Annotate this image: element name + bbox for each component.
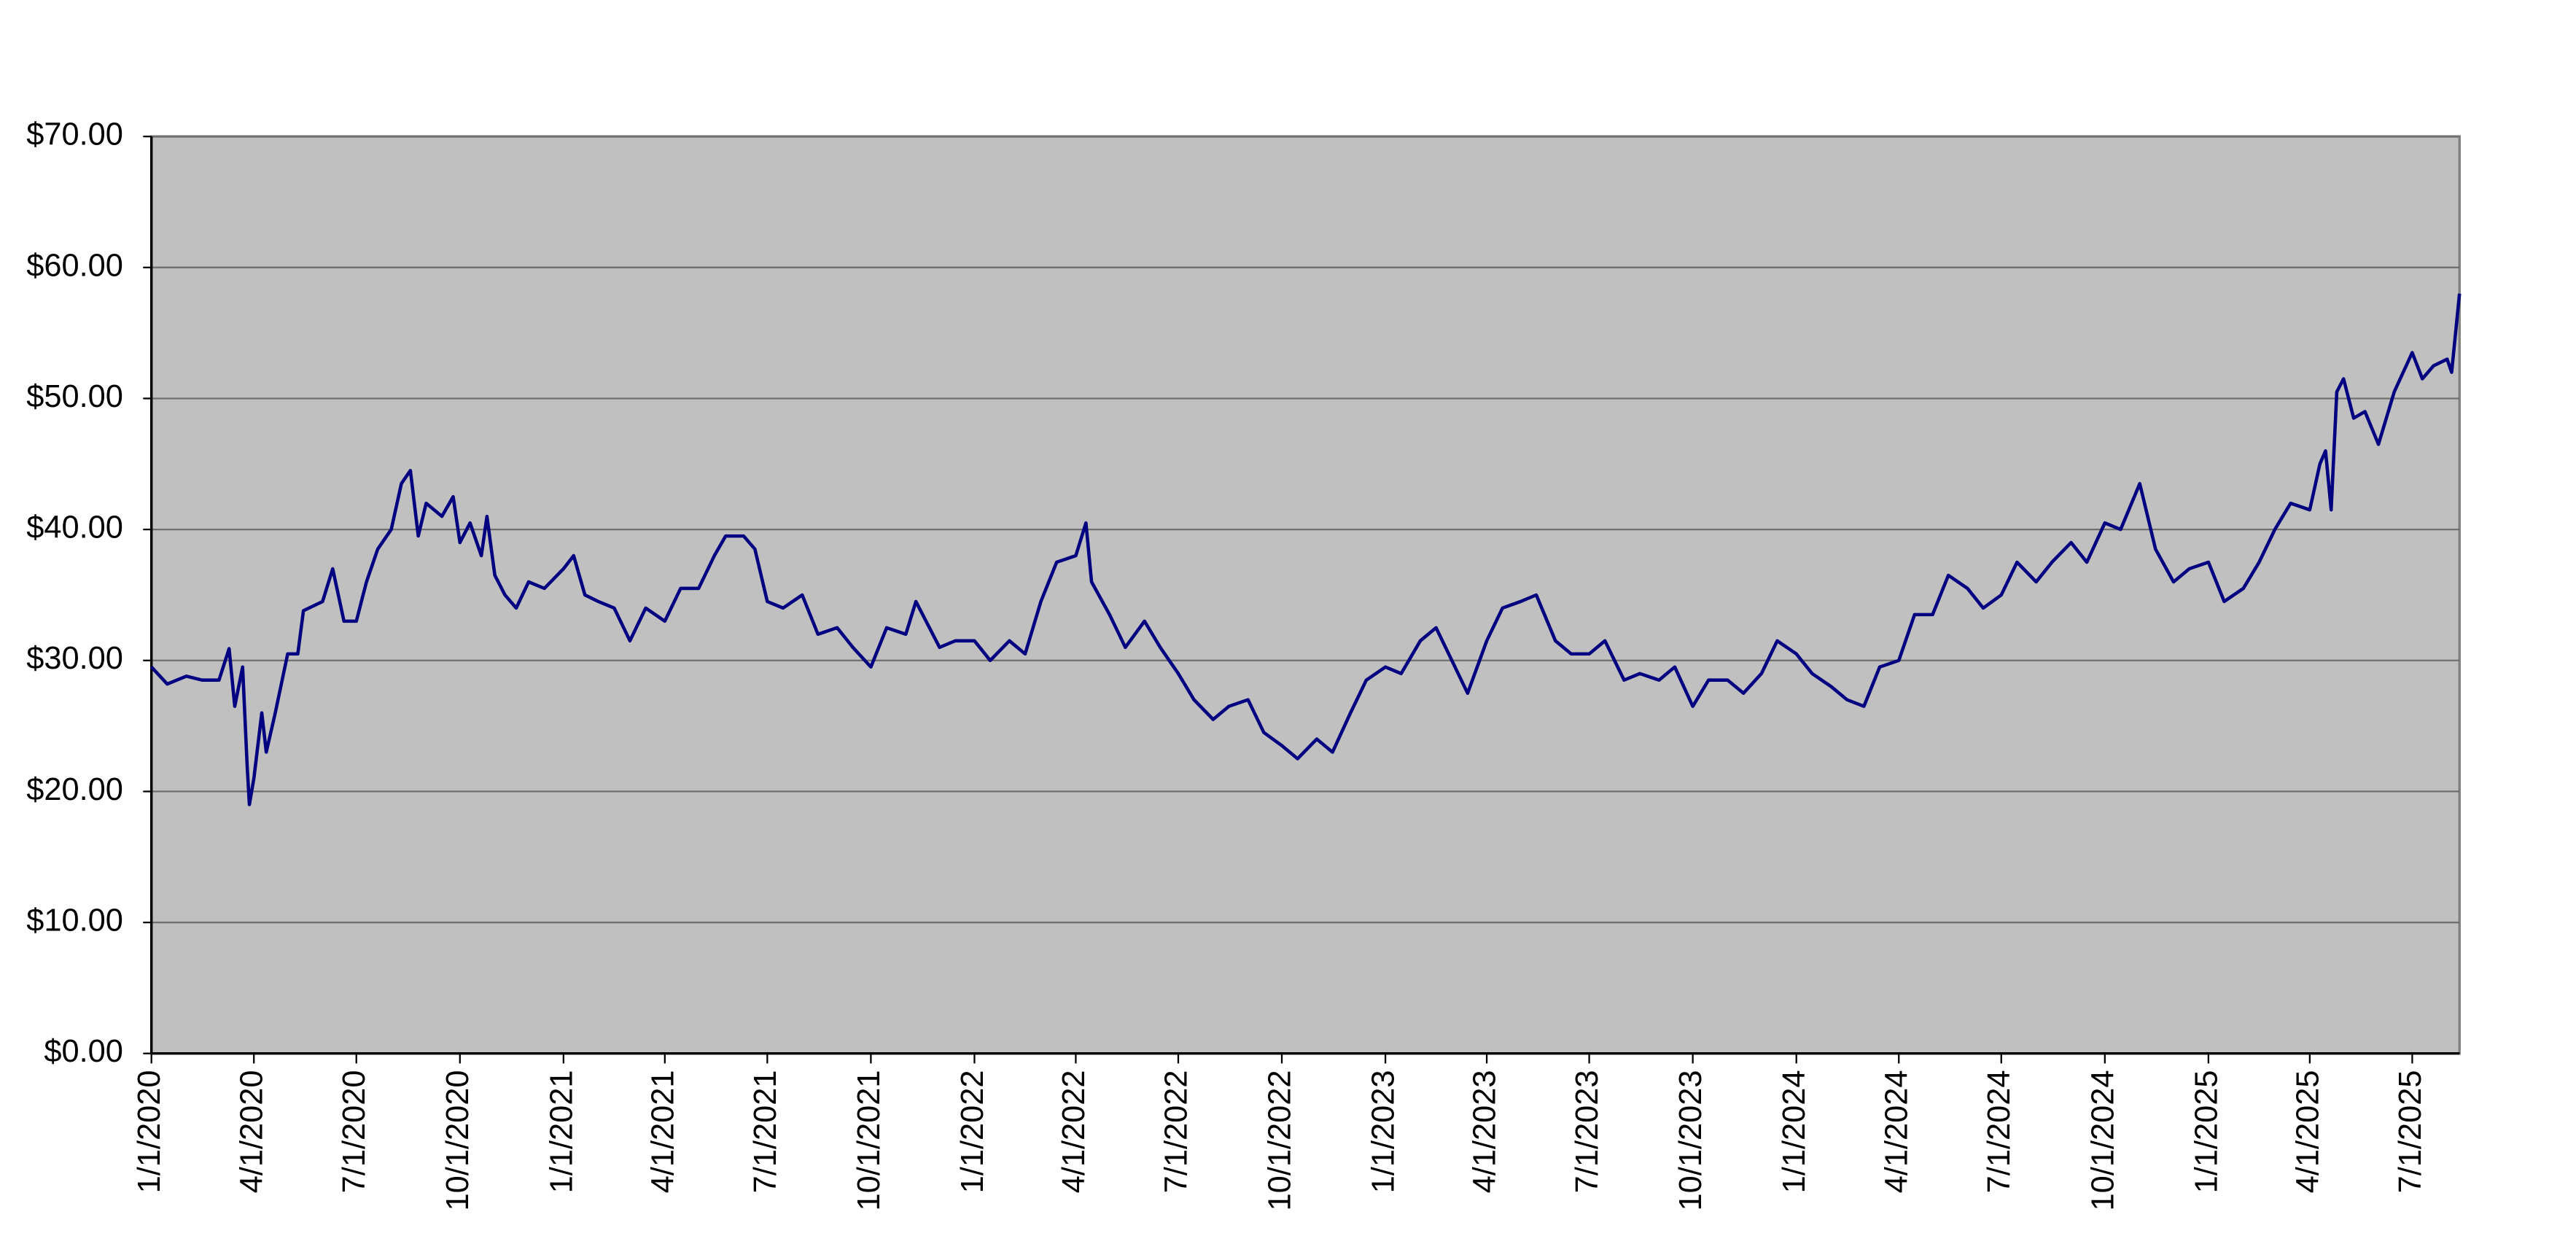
x-tick-label: 10/1/2024 xyxy=(2085,1070,2120,1211)
y-tick-label: $30.00 xyxy=(26,641,123,676)
y-tick-label: $20.00 xyxy=(26,772,123,807)
x-tick-label: 7/1/2023 xyxy=(1570,1070,1605,1194)
x-tick-label: 10/1/2021 xyxy=(852,1070,887,1211)
x-tick-label: 1/1/2023 xyxy=(1366,1070,1401,1194)
x-tick-label: 7/1/2024 xyxy=(1982,1070,2017,1194)
x-tick-label: 1/1/2021 xyxy=(544,1070,579,1194)
x-tick-label: 4/1/2024 xyxy=(1880,1070,1915,1194)
x-tick-label: 7/1/2025 xyxy=(2393,1070,2428,1194)
x-tick-label: 10/1/2022 xyxy=(1262,1070,1297,1211)
y-tick-label: $0.00 xyxy=(44,1034,123,1069)
y-tick-label: $50.00 xyxy=(26,379,123,414)
x-tick-label: 7/1/2020 xyxy=(337,1070,372,1194)
x-tick-label: 1/1/2025 xyxy=(2189,1070,2224,1194)
y-tick-label: $60.00 xyxy=(26,248,123,283)
y-tick-label: $10.00 xyxy=(26,903,123,938)
x-tick-label: 7/1/2021 xyxy=(748,1070,783,1194)
x-tick-label: 7/1/2022 xyxy=(1159,1070,1194,1194)
x-tick-label: 1/1/2020 xyxy=(132,1070,167,1194)
x-tick-label: 10/1/2020 xyxy=(440,1070,475,1211)
y-tick-label: $70.00 xyxy=(26,117,123,152)
y-tick-label: $40.00 xyxy=(26,510,123,545)
x-tick-label: 4/1/2020 xyxy=(235,1070,270,1194)
price-line xyxy=(150,293,2462,806)
plot-area xyxy=(149,135,2461,1055)
x-tick-label: 4/1/2022 xyxy=(1057,1070,1092,1194)
x-tick-label: 1/1/2022 xyxy=(955,1070,990,1194)
x-tick-label: 10/1/2023 xyxy=(1673,1070,1708,1211)
x-tick-label: 4/1/2021 xyxy=(645,1070,680,1194)
x-tick-label: 1/1/2024 xyxy=(1777,1070,1812,1194)
x-tick-label: 4/1/2025 xyxy=(2290,1070,2325,1194)
x-tick-label: 4/1/2023 xyxy=(1468,1070,1503,1194)
